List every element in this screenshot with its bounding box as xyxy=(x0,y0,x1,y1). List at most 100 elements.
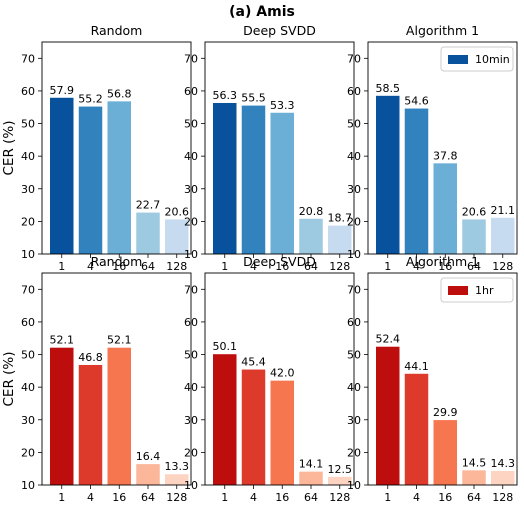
panel-0-0: Random 57.9 1 55.2 4 56.8 16 22.7 64 20.6 128 10 20 3… xyxy=(1,23,192,273)
data-label: 14.5 xyxy=(462,456,487,469)
y-tick-label: 50 xyxy=(347,118,361,131)
y-tick-label: 70 xyxy=(21,52,35,65)
x-tick-label: 4 xyxy=(87,491,94,504)
x-tick-label: 64 xyxy=(304,491,318,504)
bar xyxy=(136,464,160,485)
y-tick-label: 30 xyxy=(21,414,35,427)
data-label: 20.6 xyxy=(462,205,487,218)
y-tick-label: 10 xyxy=(21,248,35,261)
x-tick-label: 16 xyxy=(275,260,289,273)
x-tick-label: 4 xyxy=(87,260,94,273)
x-tick-label: 4 xyxy=(413,491,420,504)
bar xyxy=(50,347,74,485)
bar xyxy=(404,108,429,254)
x-tick-label: 128 xyxy=(492,491,513,504)
bar xyxy=(299,218,323,254)
data-label: 16.4 xyxy=(136,450,161,463)
x-tick-label: 4 xyxy=(413,260,420,273)
x-tick-label: 16 xyxy=(438,491,452,504)
y-tick-label: 40 xyxy=(184,381,198,394)
axes-frame xyxy=(204,272,355,486)
data-label: 56.3 xyxy=(213,89,238,102)
y-tick-label: 60 xyxy=(21,85,35,98)
x-tick-label: 16 xyxy=(112,491,126,504)
data-label: 21.1 xyxy=(491,204,516,217)
bar xyxy=(107,101,131,254)
bar xyxy=(299,471,323,485)
y-tick-label: 40 xyxy=(21,381,35,394)
bar xyxy=(462,219,486,254)
y-tick-label: 20 xyxy=(347,446,361,459)
y-tick-label: 70 xyxy=(21,283,35,296)
bar xyxy=(328,225,352,254)
data-label: 13.3 xyxy=(165,460,190,473)
data-label: 18.7 xyxy=(328,212,353,225)
x-tick-label: 4 xyxy=(250,260,257,273)
bar xyxy=(78,364,103,485)
axes-frame xyxy=(41,41,192,255)
y-tick-label: 70 xyxy=(347,283,361,296)
legend-swatch xyxy=(448,286,468,295)
data-label: 22.7 xyxy=(136,199,161,212)
panel-title: Algorithm 1 xyxy=(406,254,479,269)
data-label: 53.3 xyxy=(270,99,295,112)
panel-title: Deep SVDD xyxy=(243,23,316,38)
bar xyxy=(270,380,294,485)
data-label: 14.3 xyxy=(491,457,516,470)
bar xyxy=(404,373,429,485)
x-tick-label: 128 xyxy=(329,260,350,273)
y-tick-label: 10 xyxy=(21,479,35,492)
y-tick-label: 20 xyxy=(184,446,198,459)
y-tick-label: 30 xyxy=(347,414,361,427)
y-axis-label: CER (%) xyxy=(1,352,17,407)
x-tick-label: 4 xyxy=(250,491,257,504)
legend-box xyxy=(440,277,514,303)
y-tick-label: 40 xyxy=(347,150,361,163)
x-tick-label: 128 xyxy=(492,260,513,273)
x-tick-label: 64 xyxy=(467,491,481,504)
y-tick-label: 70 xyxy=(184,283,198,296)
y-tick-label: 40 xyxy=(347,381,361,394)
bar xyxy=(433,420,457,485)
data-label: 52.1 xyxy=(50,334,75,347)
x-tick-label: 64 xyxy=(304,260,318,273)
panel-1-1: Deep SVDD 50.1 1 45.4 4 42.0 16 14.1 64 12.5 128 10… xyxy=(184,254,355,504)
panel-title: Random xyxy=(91,23,143,38)
x-tick-label: 128 xyxy=(329,491,350,504)
x-tick-label: 1 xyxy=(58,260,65,273)
y-tick-label: 20 xyxy=(184,215,198,228)
legend-label: 1hr xyxy=(475,284,494,297)
x-tick-label: 1 xyxy=(384,260,391,273)
panel-title: Deep SVDD xyxy=(243,254,316,269)
data-label: 57.9 xyxy=(50,84,75,97)
y-tick-label: 10 xyxy=(184,248,198,261)
data-label: 29.9 xyxy=(433,406,458,419)
bar xyxy=(241,369,266,485)
y-tick-label: 10 xyxy=(347,479,361,492)
data-label: 20.8 xyxy=(299,205,324,218)
bar xyxy=(136,212,160,254)
figure-title: (a) Amis xyxy=(229,4,295,20)
panel-title: Random xyxy=(91,254,143,269)
y-tick-label: 20 xyxy=(21,215,35,228)
bar xyxy=(376,95,400,254)
y-tick-label: 50 xyxy=(347,349,361,362)
y-tick-label: 40 xyxy=(184,150,198,163)
y-tick-label: 10 xyxy=(347,248,361,261)
legend-label: 10min xyxy=(475,53,510,66)
axes-frame xyxy=(41,272,192,486)
data-label: 45.4 xyxy=(241,356,266,369)
data-label: 44.1 xyxy=(404,360,429,373)
y-tick-label: 70 xyxy=(347,52,361,65)
y-tick-label: 50 xyxy=(184,118,198,131)
y-tick-label: 70 xyxy=(184,52,198,65)
y-tick-label: 50 xyxy=(21,349,35,362)
bar xyxy=(491,470,515,485)
y-axis-label: CER (%) xyxy=(1,121,17,176)
y-tick-label: 50 xyxy=(21,118,35,131)
axes-frame xyxy=(367,272,518,486)
axes-frame xyxy=(204,41,355,255)
bar xyxy=(78,106,103,254)
bar xyxy=(270,112,294,254)
